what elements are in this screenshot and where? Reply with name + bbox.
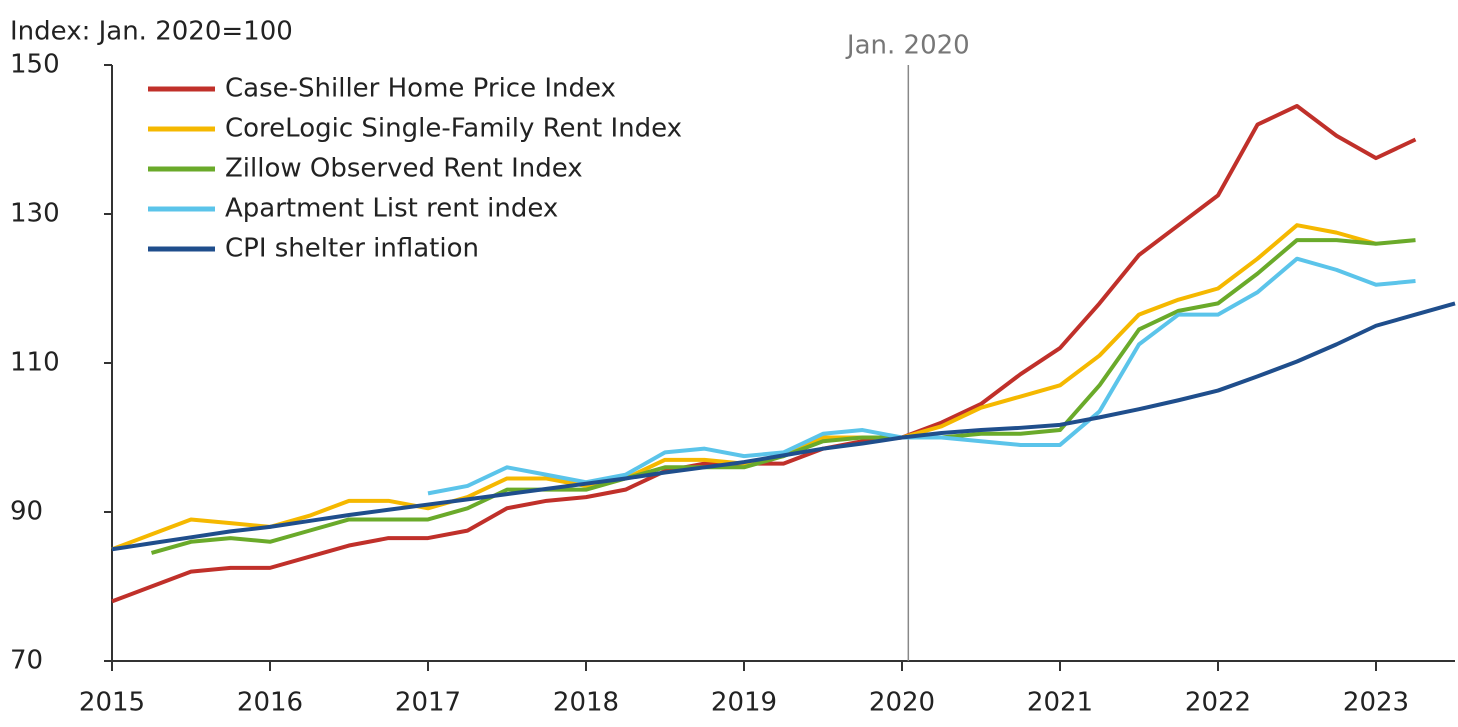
legend-label: CoreLogic Single-Family Rent Index [225,114,682,144]
legend-label: Zillow Observed Rent Index [225,154,583,184]
x-tick-label: 2023 [1343,688,1409,718]
x-tick-label: 2019 [711,688,777,718]
series-line [111,223,1377,552]
y-tick-label: 70 [10,646,43,676]
x-tick-label: 2018 [553,688,619,718]
legend-label: Apartment List rent index [225,194,558,224]
legend-label: Case-Shiller Home Price Index [225,74,616,104]
x-tick-label: 2017 [395,688,461,718]
series-line [111,301,1456,552]
x-tick-label: 2021 [1027,688,1093,718]
y-tick-label: 130 [10,199,60,229]
y-tick-label: 150 [10,50,60,80]
x-tick-label: 2015 [79,688,145,718]
y-axis-label: Index: Jan. 2020=100 [10,17,293,47]
series-line [427,256,1416,496]
series-line [150,238,1416,555]
x-tick-label: 2022 [1185,688,1251,718]
y-tick-label: 110 [10,348,60,378]
y-tick-label: 90 [10,497,43,527]
x-tick-label: 2016 [237,688,303,718]
x-tick-label: 2020 [869,688,935,718]
annotation: Jan. 2020 [845,31,970,61]
legend-label: CPI shelter inflation [225,234,479,264]
